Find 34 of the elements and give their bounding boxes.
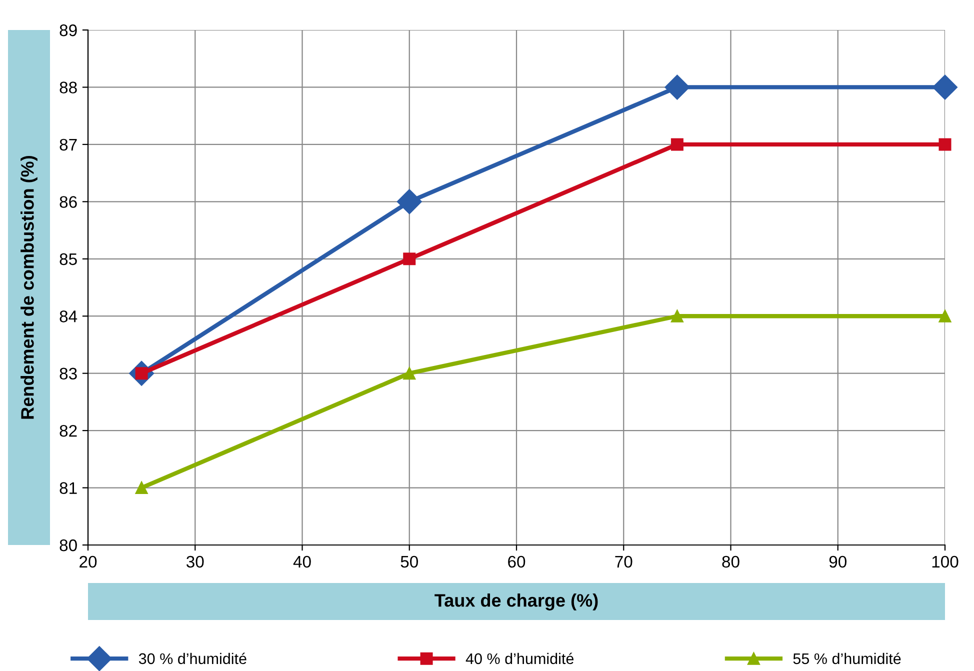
point [670, 310, 684, 322]
point [938, 138, 952, 151]
point [396, 189, 422, 214]
y-tick-label: 84 [60, 310, 78, 322]
x-tick-label: 30 [186, 556, 204, 568]
point [135, 482, 148, 494]
x-tick-label: 40 [293, 556, 311, 568]
x-tick-label: 60 [508, 556, 526, 568]
point [932, 74, 958, 100]
x-tick-label: 70 [615, 556, 632, 568]
y-axis-title: Rendement de combustion (%) [20, 156, 38, 419]
y-tick-label: 80 [60, 539, 77, 552]
legend-label: 30 % d’humidité [138, 652, 246, 664]
x-tick-label: 90 [829, 556, 846, 568]
x-axis-title: Taux de charge (%) [434, 594, 598, 610]
y-tick-label: 81 [60, 482, 77, 494]
point [664, 74, 690, 100]
x-tick-label: 50 [400, 556, 418, 568]
y-tick-label: 86 [60, 196, 77, 208]
x-tick-label: 20 [80, 556, 97, 568]
point [670, 138, 684, 151]
y-tick-label: 87 [60, 138, 77, 151]
x-tick-label: 100 [932, 556, 958, 568]
y-tick-label: 88 [60, 82, 77, 94]
y-tick-label: 85 [60, 253, 77, 266]
point [403, 252, 416, 266]
point [403, 367, 416, 380]
y-tick-label: 82 [60, 424, 77, 437]
y-tick-label: 89 [60, 24, 77, 36]
legend-label: 55 % d’humidité [793, 652, 901, 664]
x-tick-label: 80 [722, 556, 740, 568]
point [938, 310, 952, 322]
legend-label: 40 % d’humidité [466, 652, 574, 664]
y-tick-label: 83 [60, 368, 77, 380]
